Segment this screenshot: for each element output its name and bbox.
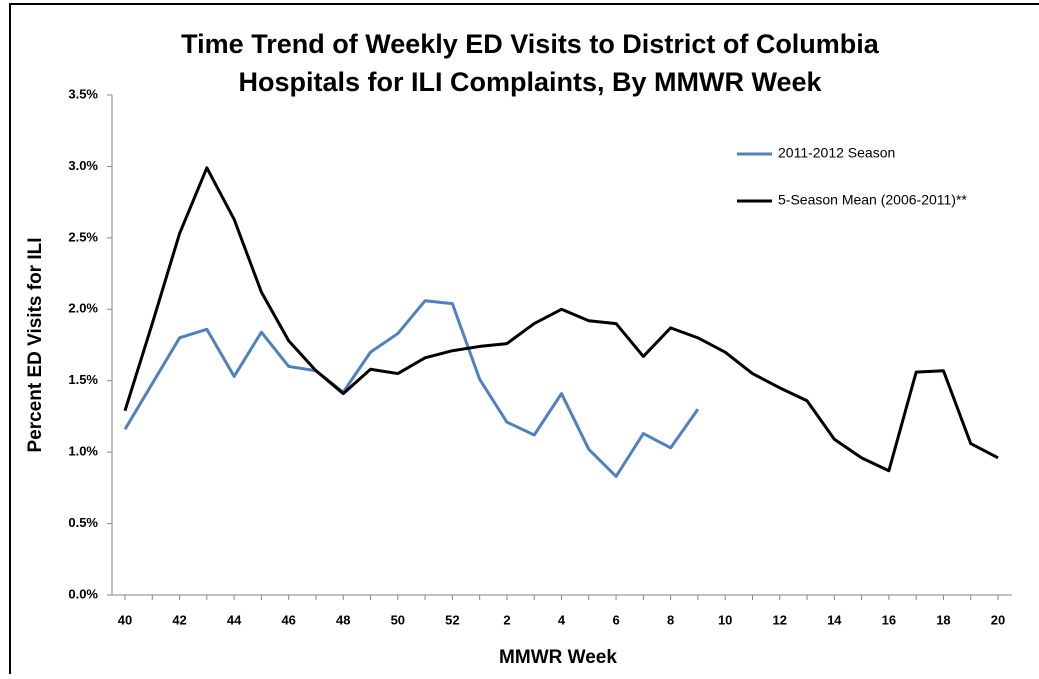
x-tick-label: 16 (882, 612, 896, 627)
x-tick-label: 40 (118, 612, 132, 627)
y-tick-label: 1.5% (68, 372, 98, 387)
y-axis-label: Percent ED Visits for ILI (25, 237, 46, 452)
x-axis-label: MMWR Week (499, 647, 617, 668)
x-tick-label: 2 (503, 612, 510, 627)
x-tick-label: 52 (445, 612, 459, 627)
series-line (123, 299, 700, 478)
x-tick-label: 46 (281, 612, 295, 627)
series-line (123, 166, 999, 473)
x-tick-label: 48 (336, 612, 350, 627)
chart-title: Time Trend of Weekly ED Visits to Distri… (181, 29, 880, 59)
chart-title: Hospitals for ILI Complaints, By MMWR We… (238, 67, 822, 97)
x-tick-label: 8 (667, 612, 674, 627)
x-tick-label: 10 (718, 612, 732, 627)
x-tick-label: 42 (172, 612, 186, 627)
y-tick-label: 0.5% (68, 515, 98, 530)
y-tick-label: 3.5% (68, 86, 98, 101)
x-tick-label: 44 (227, 612, 242, 627)
legend-label: 5-Season Mean (2006-2011)** (778, 192, 967, 208)
x-tick-label: 20 (991, 612, 1005, 627)
y-tick-label: 0.0% (68, 586, 98, 601)
y-tick-label: 1.0% (68, 444, 98, 459)
x-tick-label: 6 (612, 612, 619, 627)
y-tick-label: 2.5% (68, 229, 98, 244)
x-tick-label: 4 (558, 612, 566, 627)
x-tick-label: 14 (827, 612, 842, 627)
y-tick-label: 2.0% (68, 301, 98, 316)
x-tick-label: 50 (391, 612, 405, 627)
x-tick-label: 18 (936, 612, 950, 627)
x-tick-label: 12 (773, 612, 787, 627)
y-tick-label: 3.0% (68, 158, 98, 173)
legend-label: 2011-2012 Season (778, 145, 895, 161)
frame (9, 3, 1039, 674)
